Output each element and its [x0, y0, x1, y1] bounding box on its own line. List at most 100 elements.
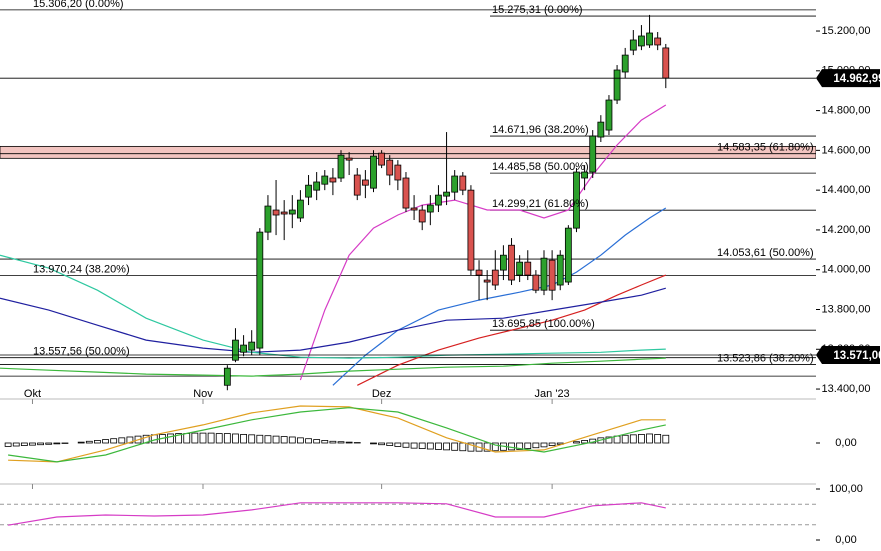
histogram-bar	[621, 434, 629, 444]
histogram-bar	[508, 442, 515, 451]
price-marker-label: 14.962,99	[833, 73, 881, 85]
series-line	[357, 274, 667, 386]
price-marker-label: 13.571,00	[833, 350, 881, 362]
fib-label: 13.695,85 (100.00%)	[492, 318, 595, 330]
fib-label: 15.275,31 (0.00%)	[492, 4, 583, 16]
candle-body	[264, 205, 272, 233]
histogram-bar	[232, 433, 239, 444]
histogram-bar	[345, 441, 353, 444]
histogram-bar	[402, 442, 410, 448]
histogram-bar	[426, 442, 434, 450]
fib-label: 14.299,21 (61.80%)	[492, 198, 589, 210]
histogram-bar	[418, 442, 426, 449]
candle-body	[613, 69, 621, 101]
histogram-bar	[240, 433, 247, 444]
candle-body	[248, 341, 256, 351]
histogram-bar	[12, 442, 20, 447]
histogram-bar	[4, 442, 12, 447]
candle-body	[256, 231, 264, 349]
fib-label: 13.557,56 (50.00%)	[33, 346, 130, 358]
fib-label: 14.671,96 (38.20%)	[492, 124, 589, 136]
fib-label: 15.306,20 (0.00%)	[33, 0, 124, 10]
candle-body	[313, 181, 321, 191]
y-tick-label: 14.400,00	[822, 184, 871, 196]
candle-body	[508, 244, 515, 281]
series-line	[0, 254, 666, 359]
histogram-bar	[264, 435, 272, 444]
histogram-bar	[605, 436, 613, 444]
series-line	[8, 407, 666, 463]
candle-body	[240, 344, 247, 353]
histogram-bar	[662, 434, 670, 444]
zone	[0, 145, 816, 159]
candle-body	[353, 174, 361, 196]
histogram-bar	[410, 442, 418, 449]
candle-body	[589, 135, 597, 173]
candle-body	[500, 254, 507, 271]
histogram-bar	[451, 442, 459, 451]
histogram-bar	[370, 442, 377, 445]
histogram-bar	[629, 434, 637, 444]
histogram-bar	[118, 437, 126, 444]
candle-body	[280, 211, 288, 215]
histogram-bar	[53, 442, 61, 445]
histogram-bar	[337, 441, 345, 444]
histogram-bar	[297, 437, 304, 444]
histogram-bar	[459, 442, 467, 452]
candle-body	[321, 175, 329, 185]
histogram-bar	[540, 442, 548, 448]
fib-label: 13.970,24 (38.20%)	[33, 264, 130, 276]
candle-body	[410, 207, 418, 211]
histogram-bar	[435, 442, 442, 450]
y-tick-label: 14.200,00	[822, 224, 871, 236]
y-tick-label: 0,00	[835, 534, 856, 546]
y-tick-label: 15.200,00	[822, 25, 871, 37]
histogram-bar	[248, 434, 256, 444]
histogram-bar	[581, 440, 588, 444]
y-tick-label: 14.000,00	[822, 264, 871, 276]
histogram-bar	[110, 438, 118, 444]
y-tick-label: 14.800,00	[822, 104, 871, 116]
candle-body	[370, 155, 377, 189]
histogram-bar	[223, 433, 231, 444]
fib-label: 14.053,61 (50.00%)	[717, 247, 814, 259]
candle-body	[564, 227, 572, 283]
histogram-bar	[305, 438, 312, 444]
histogram-bar	[321, 440, 329, 444]
histogram-bar	[77, 441, 85, 444]
histogram-bar	[20, 442, 28, 446]
series-line	[0, 357, 666, 377]
candle-body	[646, 32, 653, 46]
candle-body	[605, 99, 613, 131]
candle-body	[443, 191, 450, 197]
candle-body	[548, 259, 556, 291]
histogram-bar	[94, 440, 101, 444]
histogram-bar	[191, 432, 199, 444]
candle-body	[418, 209, 426, 223]
candle-body	[435, 194, 442, 206]
candle-body	[402, 177, 410, 209]
y-tick-label: 100,00	[829, 483, 863, 495]
price-marker	[816, 346, 880, 365]
candle-body	[556, 254, 564, 286]
candle-body	[394, 164, 402, 181]
histogram-bar	[532, 442, 540, 449]
candle-body	[491, 269, 499, 286]
x-tick-label: Jan '23	[535, 388, 570, 400]
histogram-bar	[329, 440, 337, 444]
histogram-bar	[638, 433, 645, 444]
macd-panel	[4, 405, 670, 463]
candle-body	[329, 177, 337, 183]
series-line	[299, 104, 667, 381]
histogram-bar	[516, 442, 524, 450]
candle-body	[532, 274, 540, 291]
histogram-bar	[167, 433, 174, 444]
y-tick-label: 13.400,00	[822, 383, 871, 395]
candle-body	[581, 171, 588, 179]
histogram-bar	[524, 442, 532, 449]
histogram-bar	[467, 442, 475, 452]
candle-body	[272, 209, 280, 216]
candle-body	[361, 179, 369, 186]
candle-body	[426, 204, 434, 213]
histogram-bar	[85, 440, 93, 444]
